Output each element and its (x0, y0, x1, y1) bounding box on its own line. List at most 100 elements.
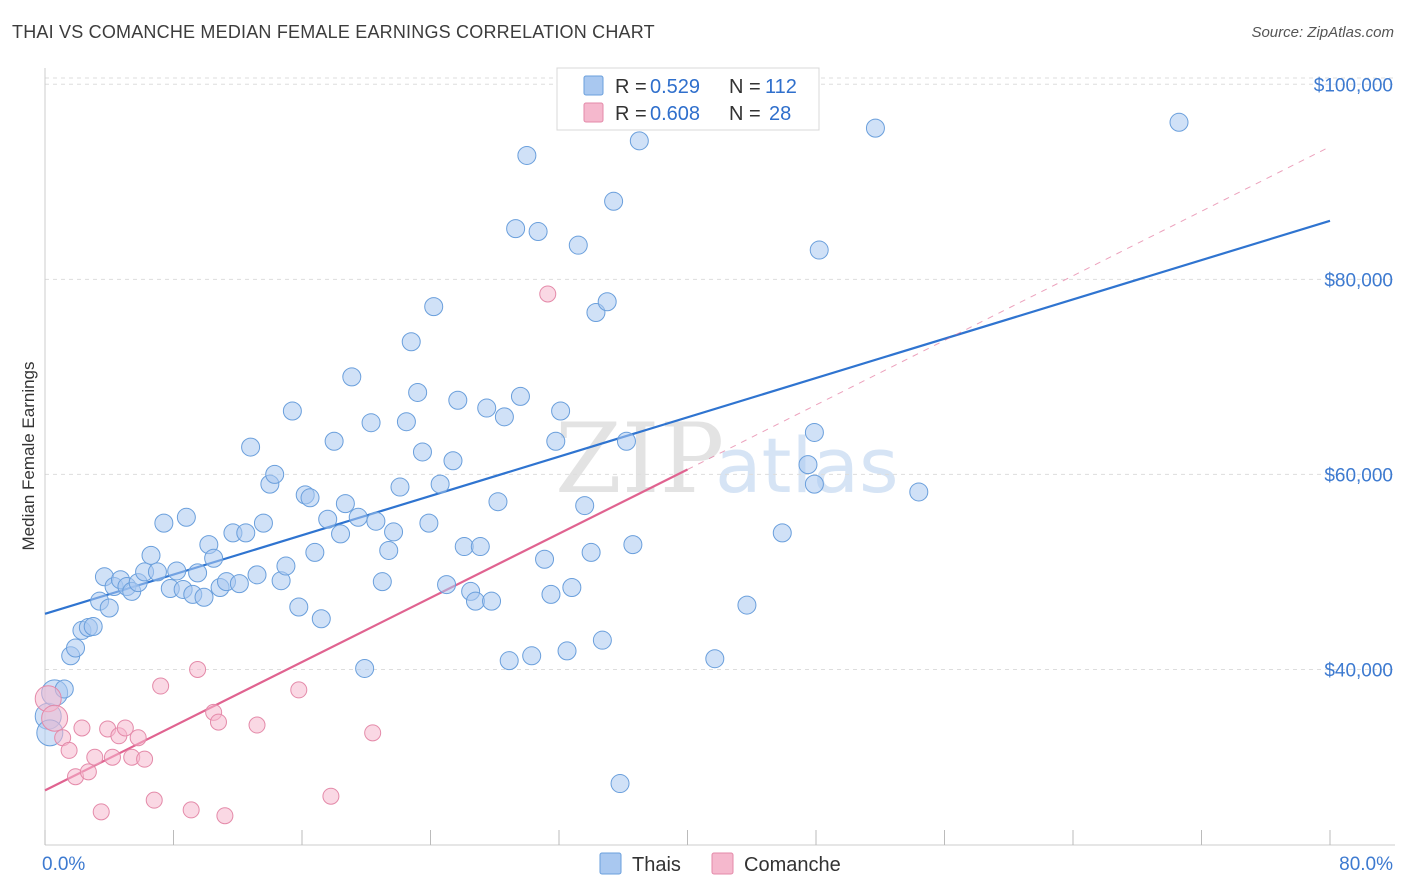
thai-point (282, 401, 302, 421)
comanche-point (152, 677, 170, 695)
thai-point (335, 494, 355, 514)
y-tick-label: $80,000 (1324, 270, 1393, 291)
thai-point (557, 641, 577, 661)
thai-point (528, 222, 548, 242)
thai-point (176, 507, 196, 527)
comanche-trendline (44, 468, 688, 792)
thai-point (305, 542, 325, 562)
comanche-point (145, 791, 163, 809)
thai-point (355, 658, 375, 678)
legend-label-thais: Thais (632, 854, 681, 876)
thai-point (629, 131, 649, 151)
thai-point (1169, 112, 1189, 132)
comanche-point (86, 748, 104, 766)
thai-point (592, 630, 612, 650)
thai-point (443, 451, 463, 471)
thai-point (289, 597, 309, 617)
thai-point (465, 591, 485, 611)
thai-point (454, 537, 474, 557)
thai-point (581, 542, 601, 562)
y-tick-label: $40,000 (1324, 660, 1393, 681)
thai-point (506, 219, 526, 239)
legend-swatch-comanche (711, 852, 734, 875)
thai-point (324, 431, 344, 451)
y-tick-labels: $40,000 $60,000 $80,000 $100,000 (1314, 75, 1393, 681)
y-tick-label: $100,000 (1314, 75, 1393, 96)
legend-r-label: R = (615, 103, 647, 125)
thai-point (499, 651, 519, 671)
thai-point (546, 431, 566, 451)
thai-point (154, 513, 174, 533)
y-axis-label: Median Female Earnings (19, 362, 38, 551)
thai-point (396, 412, 416, 432)
thai-point (597, 292, 617, 312)
thai-point (494, 407, 514, 427)
comanche-point (79, 763, 97, 781)
thai-point (482, 591, 502, 611)
thai-trendline (44, 219, 1331, 615)
thai-point (408, 382, 428, 402)
thai-point (188, 563, 208, 583)
comanche-point (216, 807, 234, 825)
trendlines (44, 146, 1331, 792)
thai-point (541, 584, 561, 604)
thai-point (342, 367, 362, 387)
thai-point (141, 545, 161, 565)
source-label: Source: ZipAtlas.com (1251, 24, 1394, 41)
comanche-point (290, 681, 308, 699)
thai-point (194, 587, 214, 607)
thai-point (623, 535, 643, 555)
legend-swatch-thais (599, 852, 622, 875)
legend-swatch-thai (583, 75, 604, 96)
comanche-point (92, 803, 110, 821)
thai-point (798, 455, 818, 475)
thai-point (865, 118, 885, 138)
thai-point (412, 442, 432, 462)
thai-point (348, 507, 368, 527)
thai-point (318, 509, 338, 529)
series-legend: Thais Comanche (599, 852, 841, 876)
legend-r-label: R = (615, 76, 647, 98)
comanche-point (60, 741, 78, 759)
legend-n-value: 28 (769, 103, 791, 125)
thai-point (384, 522, 404, 542)
comanche-point (322, 787, 340, 805)
legend-label-comanche: Comanche (744, 854, 841, 876)
thai-point (276, 556, 296, 576)
comanche-point (189, 660, 207, 678)
thai-point (229, 574, 249, 594)
thai-point (167, 561, 187, 581)
thai-point (517, 145, 537, 165)
thai-point (253, 513, 273, 533)
thai-point (610, 774, 630, 794)
thai-point (737, 595, 757, 615)
legend-r-value: 0.608 (650, 103, 700, 125)
thai-point (372, 572, 392, 592)
thai-point (804, 422, 824, 442)
data-points (34, 112, 1189, 825)
thai-point (772, 523, 792, 543)
thai-point (551, 401, 571, 421)
comanche-point (182, 801, 200, 819)
y-tick-label: $60,000 (1324, 465, 1393, 486)
thai-point (477, 398, 497, 418)
thai-point (99, 598, 119, 618)
x-tick-label: 0.0% (42, 854, 85, 875)
thai-point (419, 513, 439, 533)
thai-point (366, 511, 386, 531)
thai-point (147, 562, 167, 582)
thai-point (909, 482, 929, 502)
thai-point (379, 540, 399, 560)
comanche-point (103, 748, 121, 766)
thai-point (241, 437, 261, 457)
stats-legend: R = 0.529 N = 112 R = 0.608 N = 28 (556, 67, 820, 131)
comanche-point (209, 713, 227, 731)
comanche-point (539, 285, 557, 303)
chart-title: THAI VS COMANCHE MEDIAN FEMALE EARNINGS … (12, 22, 655, 42)
thai-point (705, 649, 725, 669)
thai-point (424, 297, 444, 317)
thai-point (265, 464, 285, 484)
comanche-point (248, 716, 266, 734)
comanche-point (136, 750, 154, 768)
